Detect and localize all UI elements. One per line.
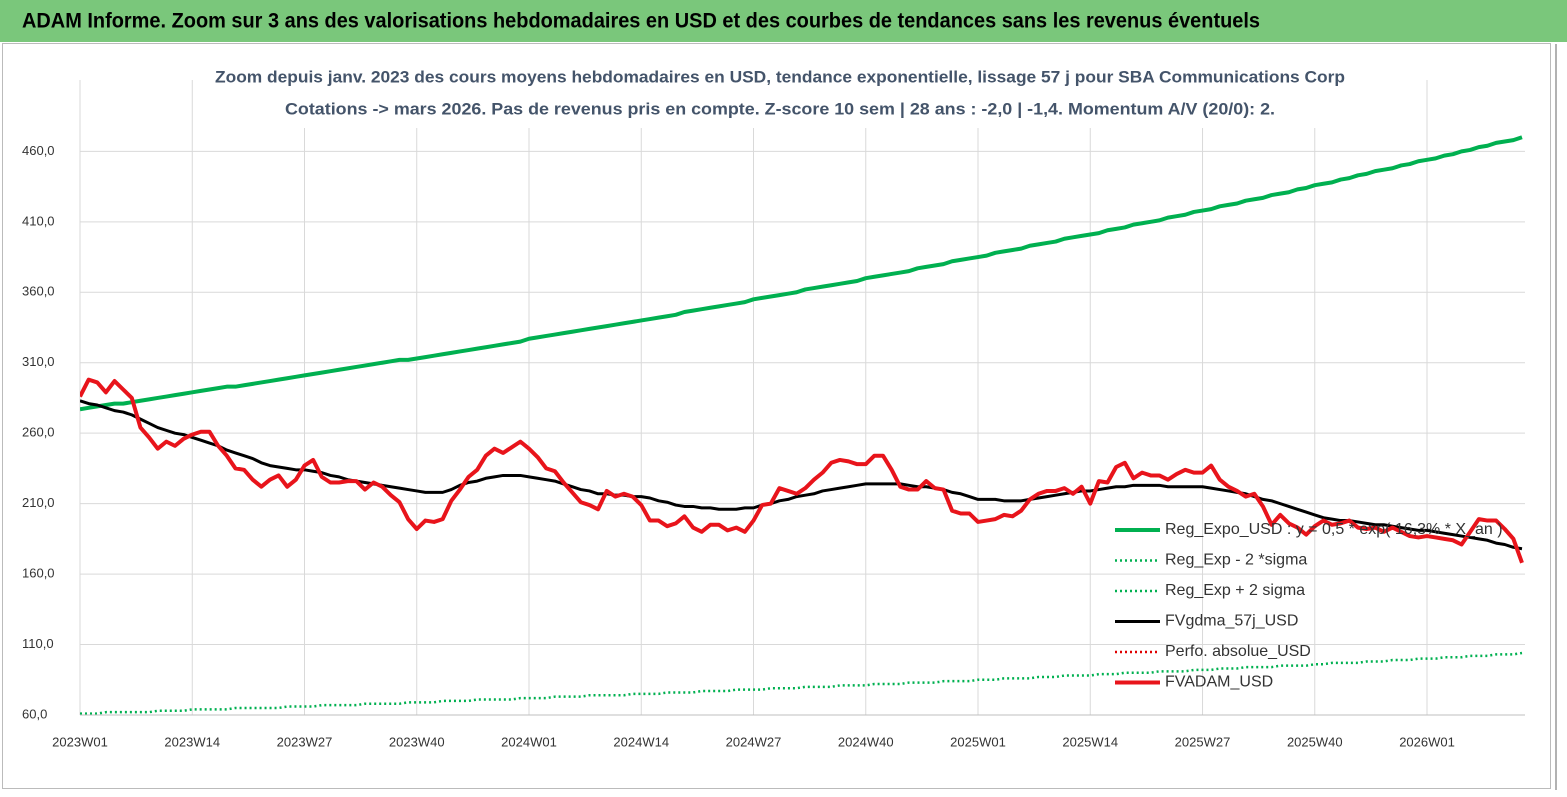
- chart-title: Zoom depuis janv. 2023 des cours moyens …: [215, 67, 1345, 86]
- y-tick-label: 110,0: [22, 636, 54, 651]
- header-bar: [0, 0, 1567, 42]
- y-tick-label: 360,0: [22, 284, 55, 299]
- series-line: [80, 135, 1523, 412]
- y-tick-label: 60,0: [22, 706, 47, 721]
- y-tick-label: 410,0: [22, 213, 55, 228]
- series-line: [80, 377, 1524, 564]
- y-tick-label: 210,0: [22, 495, 55, 510]
- x-tick-label: 2023W40: [389, 734, 445, 749]
- x-tick-label: 2024W27: [726, 734, 782, 749]
- plot-area: [80, 135, 1524, 715]
- legend-label: Reg_Expo_USD : y = 0,5 * exp( 16,3% * X_…: [1165, 521, 1503, 538]
- axes: 60,0 110,0 160,0 210,0 260,0 310,0 360,0 410,0 4…: [22, 143, 1525, 749]
- legend-label: Perfo. absolue_USD: [1165, 643, 1311, 660]
- x-tick-label: 2026W01: [1399, 734, 1455, 749]
- x-tick-label: 2024W01: [501, 734, 557, 749]
- x-tick-label: 2025W14: [1062, 734, 1118, 749]
- series-line: [80, 651, 1523, 715]
- y-tick-label: 160,0: [22, 566, 55, 581]
- y-tick-label: 260,0: [22, 425, 55, 440]
- grid: [79, 80, 1525, 716]
- header-title: ADAM Informe. Zoom sur 3 ans des valoris…: [22, 10, 1260, 33]
- x-tick-label: 2023W01: [52, 734, 108, 749]
- x-tick-label: 2023W27: [277, 734, 333, 749]
- legend-label: Reg_Exp - 2 *sigma: [1165, 552, 1307, 569]
- legend: Reg_Expo_USD : y = 0,5 * exp( 16,3% * X_…: [1115, 521, 1503, 691]
- x-tick-label: 2023W14: [164, 734, 220, 749]
- x-tick-label: 2025W27: [1175, 734, 1231, 749]
- legend-label: Reg_Exp + 2 sigma: [1165, 582, 1305, 599]
- legend-label: FVADAM_USD: [1165, 674, 1273, 691]
- chart-frame: [2, 43, 1551, 789]
- subtitle-background: [212, 62, 1348, 128]
- legend-label: FVgdma_57j_USD: [1165, 613, 1298, 630]
- chart-subtitle: Cotations -> mars 2026. Pas de revenus p…: [285, 99, 1275, 118]
- y-tick-label: 310,0: [22, 354, 55, 369]
- y-tick-label: 460,0: [22, 143, 55, 158]
- x-tick-label: 2024W14: [613, 734, 669, 749]
- x-tick-label: 2024W40: [838, 734, 894, 749]
- x-tick-label: 2025W40: [1287, 734, 1343, 749]
- x-tick-label: 2025W01: [950, 734, 1006, 749]
